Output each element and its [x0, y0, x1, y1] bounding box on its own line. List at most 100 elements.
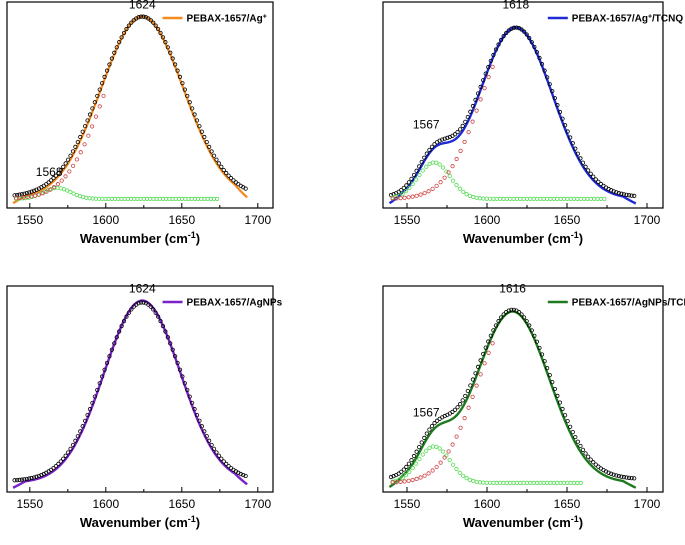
- data-point: [468, 383, 473, 388]
- data-point: [555, 480, 560, 485]
- data-point: [491, 328, 496, 333]
- data-point: [450, 442, 455, 447]
- data-point: [491, 52, 496, 58]
- data-point: [514, 196, 520, 201]
- data-point: [470, 377, 476, 382]
- panel-3: 1550 1600 1650 1700 Wavenumber (cm-1) 1624 PEB…: [6, 282, 283, 530]
- data-point: [216, 453, 221, 458]
- x-tick-label: 1650: [168, 213, 195, 227]
- data-point: [578, 480, 583, 485]
- data-point: [420, 452, 425, 457]
- data-point: [555, 103, 560, 108]
- data-point: [36, 192, 42, 197]
- data-point: [450, 409, 455, 414]
- data-point: [24, 191, 29, 196]
- data-point: [461, 189, 466, 194]
- data-point: [56, 170, 61, 176]
- data-point: [534, 50, 540, 55]
- data-point: [29, 194, 34, 199]
- data-point: [102, 367, 107, 372]
- data-point: [545, 196, 550, 201]
- data-point: [552, 386, 557, 392]
- data-point: [414, 461, 419, 466]
- data-point: [506, 308, 511, 313]
- data-point: [473, 97, 478, 102]
- x-tick-label: 1600: [92, 213, 119, 227]
- data-point: [68, 153, 73, 158]
- data-point: [410, 465, 415, 471]
- data-point: [457, 186, 462, 191]
- data-point: [51, 465, 56, 471]
- data-point: [51, 176, 56, 181]
- data-point: [180, 374, 185, 379]
- data-point: [538, 196, 543, 201]
- data-point: [528, 196, 533, 201]
- data-point: [202, 134, 207, 140]
- data-point: [58, 459, 63, 464]
- data-point: [588, 196, 593, 201]
- data-point: [478, 97, 483, 102]
- data-point: [400, 475, 405, 480]
- data-point: [532, 333, 537, 338]
- legend-label: PEBAX-1657/Ag+: [187, 13, 267, 25]
- data-point: [474, 108, 479, 113]
- data-point: [430, 186, 435, 191]
- data-point: [551, 196, 556, 201]
- plot-frame: [6, 1, 274, 209]
- data-point: [138, 300, 144, 305]
- data-point: [36, 473, 42, 479]
- data-point: [153, 23, 158, 28]
- data-point: [199, 129, 204, 134]
- data-point: [219, 456, 224, 461]
- data-point: [100, 81, 105, 86]
- data-point: [568, 424, 573, 429]
- data-point: [539, 62, 545, 67]
- data-point: [107, 62, 112, 67]
- data-point: [568, 480, 573, 485]
- legend: PEBAX-1657/Ag+: [162, 13, 267, 25]
- data-point: [571, 480, 577, 485]
- data-point: [438, 180, 443, 185]
- data-point: [400, 191, 405, 196]
- data-point: [477, 196, 483, 201]
- data-point: [440, 165, 446, 170]
- data-point: [117, 329, 122, 334]
- data-point: [478, 84, 483, 89]
- data-point: [560, 116, 565, 121]
- data-point: [170, 56, 175, 61]
- data-point: [61, 164, 66, 169]
- data-point: [390, 196, 395, 201]
- data-point: [14, 196, 19, 201]
- data-point: [401, 185, 406, 191]
- series-peak-1616: [390, 341, 495, 485]
- series-fit-line: [388, 26, 637, 205]
- data-point: [458, 425, 463, 430]
- data-point: [202, 429, 207, 434]
- data-point: [560, 406, 565, 412]
- data-point: [403, 473, 409, 478]
- data-point: [104, 68, 110, 73]
- data-point: [194, 118, 200, 123]
- data-point: [124, 314, 129, 319]
- data-point: [481, 196, 486, 201]
- data-point: [545, 366, 550, 371]
- data-point: [238, 471, 243, 477]
- data-point: [160, 35, 166, 40]
- data-point: [537, 345, 542, 351]
- data-point: [542, 68, 547, 73]
- data-point: [138, 14, 144, 19]
- peak-label-1567: 1567: [413, 118, 440, 132]
- data-point: [537, 55, 542, 61]
- panel-4: 1550 1600 1650 1700 Wavenumber (cm-1) 1616 156…: [382, 282, 685, 530]
- data-point: [463, 119, 468, 124]
- data-point: [68, 189, 73, 195]
- data-point: [44, 189, 49, 194]
- data-point: [422, 473, 427, 478]
- data-point: [529, 40, 534, 45]
- data-point: [66, 157, 71, 162]
- data-point: [124, 26, 129, 32]
- data-point: [219, 164, 224, 169]
- data-point: [430, 160, 436, 165]
- data-point: [486, 75, 491, 80]
- data-point: [74, 157, 80, 162]
